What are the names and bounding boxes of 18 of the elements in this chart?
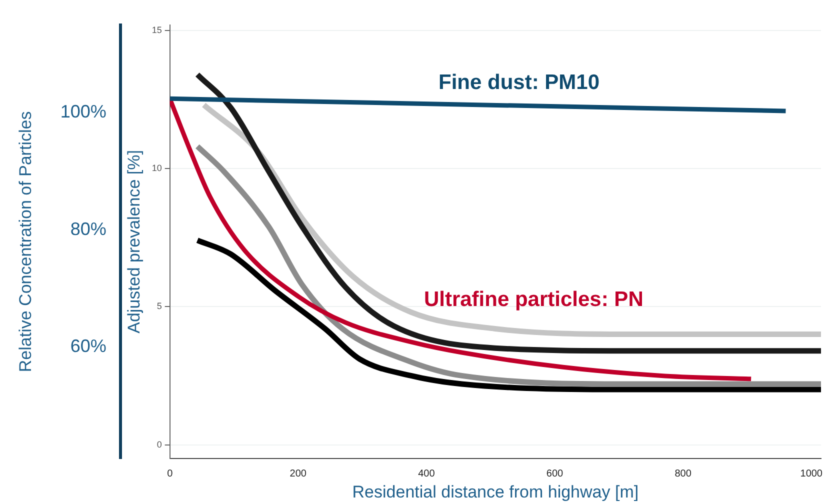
y-axis-title: Adjusted prevalence [%] <box>124 150 144 334</box>
series-label: Fine dust: PM10 <box>438 71 600 94</box>
x-tick-label: 200 <box>290 468 307 480</box>
x-tick-label: 600 <box>546 468 564 480</box>
x-tick-label: 0 <box>167 468 174 480</box>
y-tick-label: 15 <box>152 24 162 35</box>
y2-axis-title: Relative Concentration of Particles <box>16 111 35 372</box>
y-tick-label: 0 <box>156 439 162 450</box>
y2-tick-label: 80% <box>70 218 106 239</box>
x-tick-label: 800 <box>674 468 692 480</box>
x-tick-label: 400 <box>418 468 436 480</box>
y2-tick-label: 60% <box>70 336 106 356</box>
series-label: Ultrafine particles: PN <box>424 288 644 311</box>
y-tick-label: 10 <box>152 162 162 173</box>
x-axis-title: Residential distance from highway [m] <box>352 482 639 502</box>
y-tick-label: 5 <box>156 301 162 312</box>
x-tick-label: 1000 <box>800 468 823 480</box>
y2-tick-label: 100% <box>60 102 106 122</box>
